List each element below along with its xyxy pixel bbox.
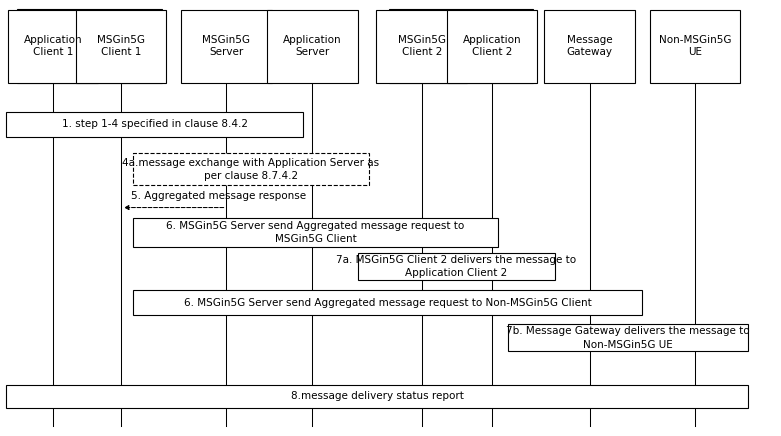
Bar <box>17 9 162 83</box>
Text: MSGin5G
Server: MSGin5G Server <box>202 35 251 57</box>
Text: 6. MSGin5G Server send Aggregated message request to Non-MSGin5G Client: 6. MSGin5G Server send Aggregated messag… <box>184 298 591 307</box>
Text: Message
Gateway: Message Gateway <box>567 35 612 57</box>
Text: UE1: UE1 <box>80 29 100 38</box>
Text: 7a. MSGin5G Client 2 delivers the message to
Application Client 2: 7a. MSGin5G Client 2 delivers the messag… <box>336 255 576 278</box>
Bar <box>447 10 537 83</box>
Text: 6. MSGin5G Server send Aggregated message request to
MSGin5G Client: 6. MSGin5G Server send Aggregated messag… <box>166 221 465 244</box>
Bar <box>6 385 748 408</box>
Bar <box>508 324 748 351</box>
Text: 4a.message exchange with Application Server as
per clause 8.7.4.2: 4a.message exchange with Application Ser… <box>122 157 380 181</box>
Bar <box>8 10 98 83</box>
Text: Non-MSGin5G
UE: Non-MSGin5G UE <box>659 35 731 57</box>
Bar <box>358 253 555 280</box>
Text: 7b. Message Gateway delivers the message to
Non-MSGin5G UE: 7b. Message Gateway delivers the message… <box>506 326 750 350</box>
Bar <box>376 10 467 83</box>
Text: (MSGin5G UE2): (MSGin5G UE2) <box>421 43 501 53</box>
Text: Application
Client 1: Application Client 1 <box>23 35 83 57</box>
Bar <box>181 10 272 83</box>
Text: 1. step 1-4 specified in clause 8.4.2: 1. step 1-4 specified in clause 8.4.2 <box>62 119 248 129</box>
Bar <box>133 290 642 315</box>
Text: Application
Server: Application Server <box>283 35 342 57</box>
Bar <box>650 10 740 83</box>
Text: MSGin5G
Client 2: MSGin5G Client 2 <box>398 35 446 57</box>
Bar <box>76 10 166 83</box>
Bar <box>133 218 498 247</box>
Text: UE2: UE2 <box>451 29 471 38</box>
Bar <box>389 9 533 83</box>
Text: MSGin5G
Client 1: MSGin5G Client 1 <box>97 35 145 57</box>
Text: (MSGin5G UE1): (MSGin5G UE1) <box>50 43 130 53</box>
Text: 5. Aggregated message response: 5. Aggregated message response <box>131 191 306 201</box>
Bar <box>133 153 369 185</box>
Bar <box>6 112 303 137</box>
Bar <box>267 10 358 83</box>
Bar <box>544 10 635 83</box>
Text: 8.message delivery status report: 8.message delivery status report <box>291 392 464 401</box>
Text: Application
Client 2: Application Client 2 <box>462 35 522 57</box>
